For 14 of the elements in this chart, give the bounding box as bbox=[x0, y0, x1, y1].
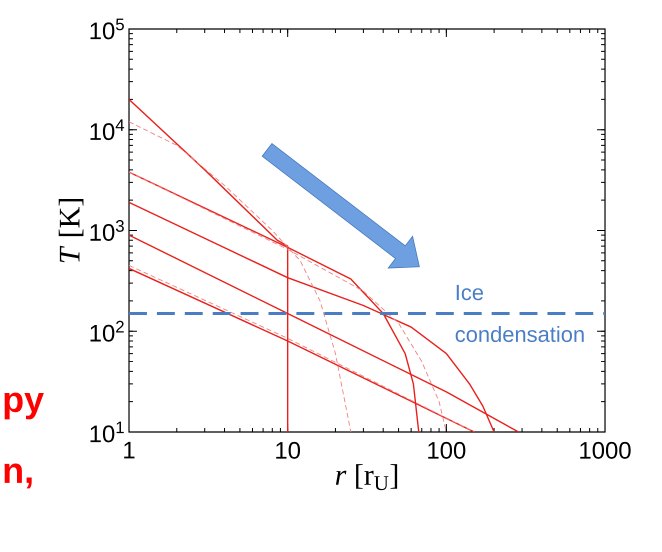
y-tick-label: 10$^{1}$ bbox=[90, 422, 124, 442]
ref-line-label: Ice condensation bbox=[456, 284, 584, 342]
x-tick-label: 100 bbox=[428, 442, 466, 459]
x-tick-label: 1000 bbox=[580, 442, 631, 459]
y-tick-label: 10$^{4}$ bbox=[90, 119, 124, 140]
y-tick-label: 10$^{5}$ bbox=[90, 18, 124, 40]
text: n, bbox=[4, 464, 32, 488]
y-tick-label: 10$^{2}$ bbox=[90, 320, 124, 342]
x-tick-label: 10 bbox=[276, 442, 300, 459]
y-axis-title: T [K] bbox=[58, 199, 84, 262]
text: py bbox=[4, 392, 44, 420]
x-axis-title: r [r$_{U}$] bbox=[336, 464, 398, 490]
y-tick-label: 10$^{3}$ bbox=[90, 220, 124, 241]
x-tick-label: 1 bbox=[124, 442, 134, 458]
